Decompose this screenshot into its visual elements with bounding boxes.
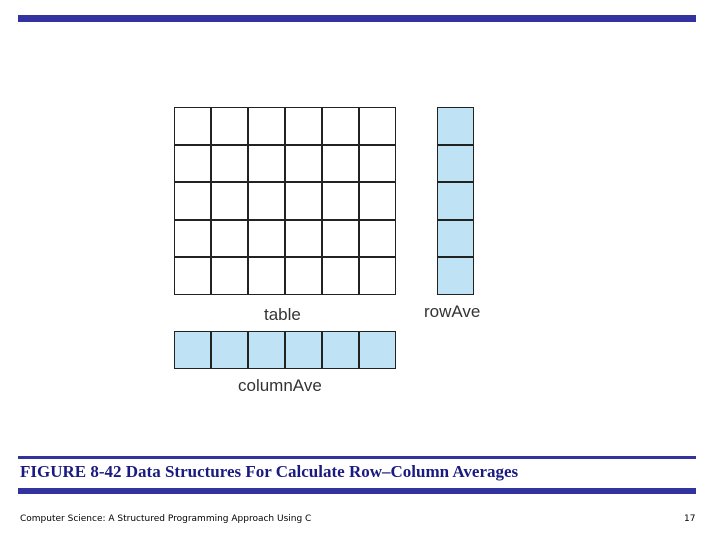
table-cell — [248, 182, 285, 220]
rowave-cell — [437, 219, 474, 258]
table-cell — [359, 107, 396, 145]
columnave-cell — [174, 331, 211, 369]
columnave-cell — [248, 331, 285, 369]
table-cell — [285, 219, 322, 258]
table-cell — [359, 144, 396, 183]
rowave-label: rowAve — [424, 302, 481, 321]
table-cell — [285, 144, 322, 183]
table-cell — [211, 144, 248, 183]
top-accent-bar — [18, 15, 696, 22]
rowave-cell — [437, 107, 474, 145]
bottom-accent-bar — [18, 488, 696, 494]
table-cell — [174, 219, 211, 258]
table-cell — [174, 144, 211, 183]
table-cell — [285, 182, 322, 220]
table-cell — [211, 219, 248, 258]
figure-caption: FIGURE 8-42 Data Structures For Calculat… — [20, 462, 519, 481]
table-cell — [359, 219, 396, 258]
table-label: table — [264, 305, 301, 324]
table-cell — [248, 219, 285, 258]
table-cell — [174, 257, 211, 295]
rowave-array-grid — [437, 107, 474, 295]
columnave-label: columnAve — [238, 376, 322, 395]
rowave-cell — [437, 144, 474, 183]
columnave-cell — [285, 331, 322, 369]
table-cell — [248, 107, 285, 145]
rowave-cell — [437, 182, 474, 220]
columnave-array-grid — [174, 331, 396, 369]
table-cell — [285, 107, 322, 145]
table-cell — [322, 257, 359, 295]
table-cell — [359, 182, 396, 220]
page-number: 17 — [684, 514, 696, 524]
table-cell — [211, 257, 248, 295]
table-cell — [174, 182, 211, 220]
columnave-cell — [211, 331, 248, 369]
columnave-cell — [359, 331, 396, 369]
table-cell — [322, 107, 359, 145]
table-cell — [174, 107, 211, 145]
table-cell — [322, 219, 359, 258]
caption-divider — [18, 456, 696, 459]
table-cell — [322, 182, 359, 220]
table-cell — [211, 182, 248, 220]
table-cell — [285, 257, 322, 295]
table-array-grid — [174, 107, 396, 295]
table-cell — [248, 144, 285, 183]
table-cell — [211, 107, 248, 145]
table-cell — [248, 257, 285, 295]
columnave-cell — [322, 331, 359, 369]
rowave-cell — [437, 257, 474, 295]
footer-book-title: Computer Science: A Structured Programmi… — [20, 514, 312, 524]
table-cell — [359, 257, 396, 295]
table-cell — [322, 144, 359, 183]
